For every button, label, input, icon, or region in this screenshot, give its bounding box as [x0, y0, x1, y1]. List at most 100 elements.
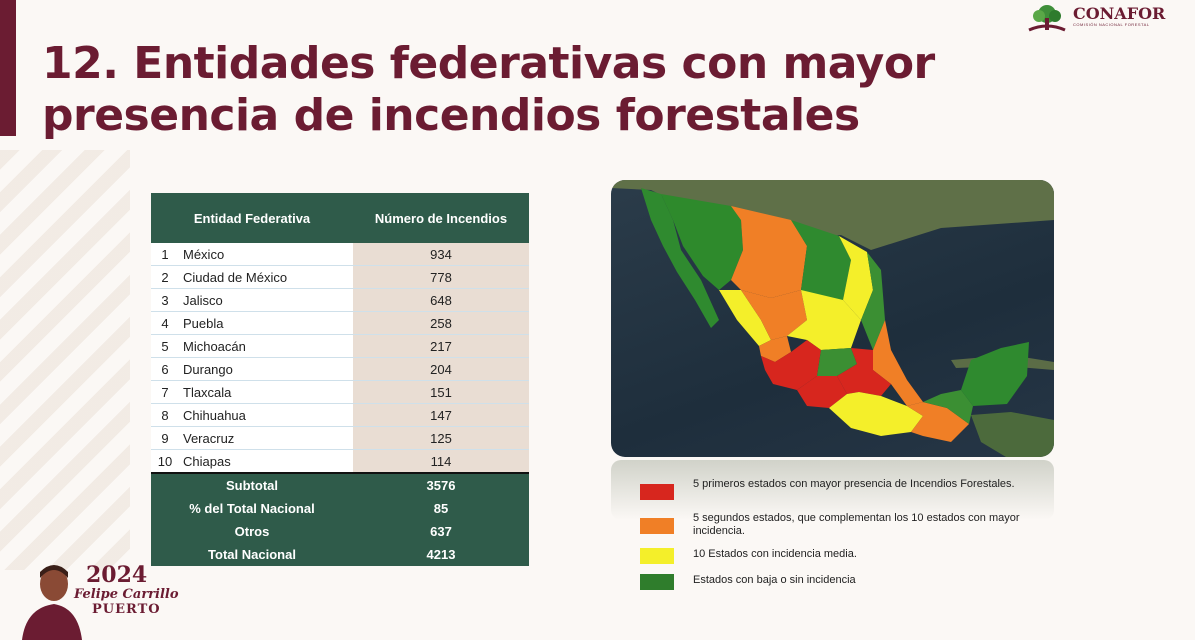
summary-value: 3576 — [353, 472, 529, 497]
table-row: 10 Chiapas 114 — [151, 449, 529, 474]
summary-value: 85 — [353, 497, 529, 520]
page-title: 12. Entidades federativas con mayor pres… — [42, 38, 935, 142]
row-name: Puebla — [179, 311, 353, 335]
background-pattern — [0, 150, 130, 570]
veracruz — [873, 320, 923, 406]
row-value: 114 — [353, 449, 529, 474]
logo-text: CONAFOR — [1073, 4, 1166, 23]
footer-name: Felipe Carrillo — [74, 587, 179, 602]
summary-label: Total Nacional — [151, 543, 353, 566]
legend-text: 10 Estados con incidencia media. — [693, 548, 857, 560]
header-count: Número de Incendios — [353, 193, 529, 243]
row-rank: 5 — [151, 334, 179, 358]
summary-value: 4213 — [353, 543, 529, 566]
central-red-states — [837, 348, 891, 396]
footer-puerto: PUERTO — [92, 602, 161, 617]
row-rank: 3 — [151, 288, 179, 312]
conafor-logo: CONAFOR COMISIÓN NACIONAL FORESTAL — [1025, 0, 1185, 36]
baja-california — [641, 188, 719, 328]
table-row: 6 Durango 204 — [151, 357, 529, 381]
map-reflection — [611, 460, 1054, 520]
tamaulipas — [861, 252, 885, 350]
chiapas — [907, 402, 969, 442]
row-rank: 1 — [151, 243, 179, 266]
row-value: 778 — [353, 265, 529, 289]
portrait-icon — [22, 565, 82, 640]
fires-table: Entidad Federativa Número de Incendios 1… — [151, 193, 529, 566]
central-america-land — [971, 412, 1054, 457]
table-row: 7 Tlaxcala 151 — [151, 380, 529, 404]
row-rank: 9 — [151, 426, 179, 450]
summary-row: Subtotal 3576 — [151, 472, 529, 497]
summary-row: Otros 637 — [151, 520, 529, 543]
row-rank: 8 — [151, 403, 179, 427]
durango — [741, 290, 807, 340]
summary-value: 637 — [353, 520, 529, 543]
row-value: 258 — [353, 311, 529, 335]
row-rank: 2 — [151, 265, 179, 289]
table-row: 5 Michoacán 217 — [151, 334, 529, 358]
legend-swatch-green — [640, 574, 674, 590]
table-row: 2 Ciudad de México 778 — [151, 265, 529, 289]
row-value: 151 — [353, 380, 529, 404]
nuevo-leon — [839, 236, 873, 320]
summary-row: Total Nacional 4213 — [151, 543, 529, 566]
row-name: Jalisco — [179, 288, 353, 312]
summary-label: % del Total Nacional — [151, 497, 353, 520]
usa-land — [611, 180, 1054, 250]
row-rank: 7 — [151, 380, 179, 404]
legend-text: 5 segundos estados, que complementan los… — [693, 512, 1020, 537]
sonora — [661, 194, 743, 290]
legend-text: 5 primeros estados con mayor presencia d… — [693, 478, 1015, 490]
legend-swatch-red — [640, 484, 674, 500]
row-value: 204 — [353, 357, 529, 381]
zacatecas-slp — [787, 290, 861, 350]
summary-label: Otros — [151, 520, 353, 543]
table-row: 9 Veracruz 125 — [151, 426, 529, 450]
row-value: 934 — [353, 243, 529, 266]
row-name: Veracruz — [179, 426, 353, 450]
title-line-2: presencia de incendios forestales — [42, 90, 860, 141]
row-name: Durango — [179, 357, 353, 381]
row-name: Ciudad de México — [179, 265, 353, 289]
row-name: Tlaxcala — [179, 380, 353, 404]
michoacan — [797, 376, 847, 408]
guerrero-oaxaca — [829, 392, 923, 436]
title-line-1: 12. Entidades federativas con mayor — [42, 38, 935, 89]
logo-subtitle: COMISIÓN NACIONAL FORESTAL — [1073, 22, 1150, 27]
row-value: 125 — [353, 426, 529, 450]
table-row: 1 México 934 — [151, 243, 529, 266]
table-row: 8 Chihuahua 147 — [151, 403, 529, 427]
jalisco — [761, 340, 821, 390]
row-name: Michoacán — [179, 334, 353, 358]
chihuahua — [731, 206, 807, 298]
row-name: México — [179, 243, 353, 266]
row-value: 648 — [353, 288, 529, 312]
row-rank: 4 — [151, 311, 179, 335]
table-row: 3 Jalisco 648 — [151, 288, 529, 312]
summary-row: % del Total Nacional 85 — [151, 497, 529, 520]
header-entity: Entidad Federativa — [151, 193, 353, 243]
summary-label: Subtotal — [151, 472, 353, 497]
row-value: 147 — [353, 403, 529, 427]
guanajuato — [817, 348, 857, 376]
sinaloa — [719, 290, 771, 346]
mexico-fire-map — [611, 180, 1054, 457]
legend-swatch-orange — [640, 518, 674, 534]
row-name: Chiapas — [179, 449, 353, 474]
accent-bar — [0, 0, 16, 136]
coahuila — [791, 220, 851, 304]
yucatan-peninsula — [961, 342, 1029, 406]
row-name: Chihuahua — [179, 403, 353, 427]
tabasco-campeche — [923, 390, 973, 424]
legend-text: Estados con baja o sin incidencia — [693, 574, 856, 586]
nayarit — [759, 336, 791, 362]
table-row: 4 Puebla 258 — [151, 311, 529, 335]
legend-swatch-yellow — [640, 548, 674, 564]
row-rank: 10 — [151, 449, 179, 474]
map-graphic — [611, 180, 1054, 457]
row-value: 217 — [353, 334, 529, 358]
row-rank: 6 — [151, 357, 179, 381]
footer-year: 2024 — [86, 562, 148, 588]
tree-icon — [1028, 5, 1066, 32]
